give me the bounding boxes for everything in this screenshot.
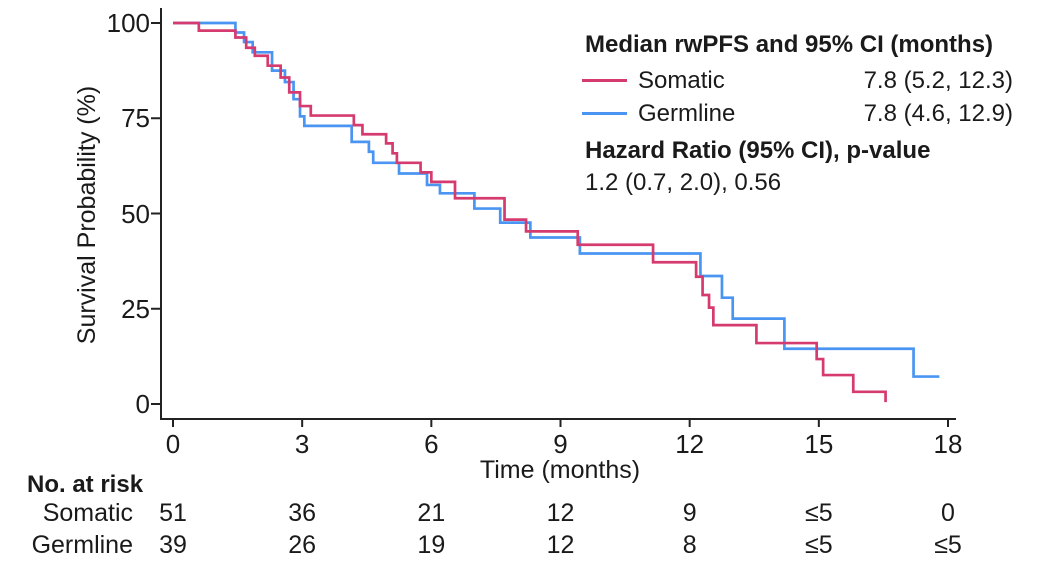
x-tick-label-15: 15 <box>804 429 834 459</box>
axes <box>160 8 956 420</box>
risk-count-somatic-m15: ≤5 <box>805 499 833 527</box>
y-tick-label-50: 50 <box>121 198 150 229</box>
risk-count-somatic-m9: 12 <box>546 499 575 527</box>
risk-count-somatic-m18: 0 <box>941 499 955 527</box>
risk-count-germline-m6: 19 <box>417 531 446 559</box>
hazard-ratio-title: Hazard Ratio (95% CI), p-value <box>585 137 931 164</box>
y-tick-label-75: 75 <box>121 103 150 134</box>
somatic-line-swatch <box>582 79 627 82</box>
risk-row-label-germline: Germline <box>31 531 133 559</box>
risk-count-germline-m0: 39 <box>159 531 187 559</box>
y-tick-label-25: 25 <box>121 293 150 324</box>
risk-row-label-somatic: Somatic <box>42 499 133 527</box>
risk-table-title: No. at risk <box>27 471 144 498</box>
x-tick-label-18: 18 <box>933 429 963 459</box>
y-axis-title: Survival Probability (%) <box>73 85 101 345</box>
risk-count-somatic-m6: 21 <box>417 499 446 527</box>
km-curve-germline <box>173 21 940 378</box>
risk-count-somatic-m12: 9 <box>682 499 697 527</box>
legend-title: Median rwPFS and 95% CI (months) <box>585 31 994 58</box>
legend-label-somatic: Somatic <box>638 67 725 94</box>
x-tick-label-12: 12 <box>675 429 705 459</box>
y-tick-label-100: 100 <box>106 8 150 38</box>
x-axis-title: Time (months) <box>479 456 641 484</box>
hazard-ratio-value: 1.2 (0.7, 2.0), 0.56 <box>585 169 782 196</box>
legend-label-germline: Germline <box>638 100 736 127</box>
x-tick-label-0: 0 <box>165 429 181 459</box>
y-tick-label-0: 0 <box>135 389 150 419</box>
x-tick-label-3: 3 <box>294 429 310 459</box>
risk-count-germline-m12: 8 <box>682 531 697 559</box>
risk-count-germline-m18: ≤5 <box>934 531 962 559</box>
risk-count-somatic-m0: 51 <box>159 499 187 527</box>
x-tick-label-6: 6 <box>424 429 439 459</box>
km-curve-somatic <box>173 21 887 403</box>
legend-value-somatic: 7.8 (5.2, 12.3) <box>863 67 1013 94</box>
risk-count-germline-m9: 12 <box>546 531 575 559</box>
legend-value-germline: 7.8 (4.6, 12.9) <box>863 100 1013 127</box>
x-tick-label-9: 9 <box>553 429 568 459</box>
risk-count-somatic-m3: 36 <box>288 499 317 527</box>
risk-count-germline-m3: 26 <box>288 531 317 559</box>
germline-line-swatch <box>582 112 627 115</box>
risk-count-germline-m15: ≤5 <box>805 531 833 559</box>
